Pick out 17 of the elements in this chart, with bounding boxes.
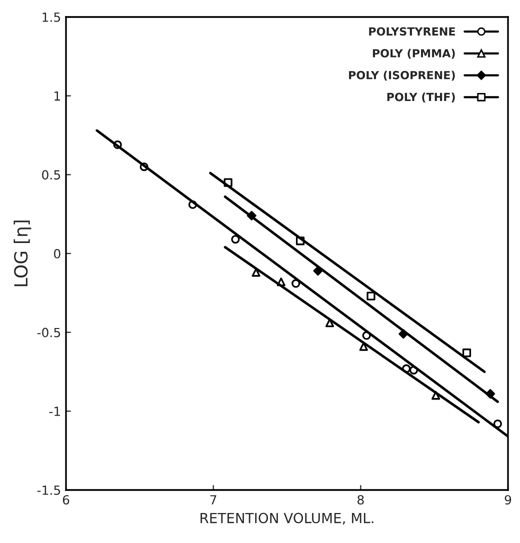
legend-label: POLY (ISOPRENE) <box>349 70 455 81</box>
x-axis-title: RETENTION VOLUME, ML. <box>200 512 374 525</box>
y-tick-label: 1 <box>54 91 60 101</box>
y-tick-label: 0 <box>54 248 60 258</box>
x-tick-label: 8 <box>358 495 364 505</box>
x-tick-label: 9 <box>504 495 512 505</box>
y-tick-label: -0.5 <box>37 328 60 338</box>
legend-label: POLY (PMMA) <box>372 48 455 59</box>
x-tick-label: 7 <box>210 495 216 504</box>
x-tick-label: 6 <box>62 495 70 505</box>
y-tick-label: -1.5 <box>37 486 60 495</box>
y-tick-label: 0.5 <box>42 170 60 180</box>
legend-label: POLYSTYRENE <box>369 27 455 36</box>
y-axis-title: LOG [η] <box>14 220 32 286</box>
y-tick-label: -1 <box>49 406 60 416</box>
y-tick-label: 1.5 <box>42 12 60 22</box>
legend-label: POLY (THF) <box>387 92 455 102</box>
